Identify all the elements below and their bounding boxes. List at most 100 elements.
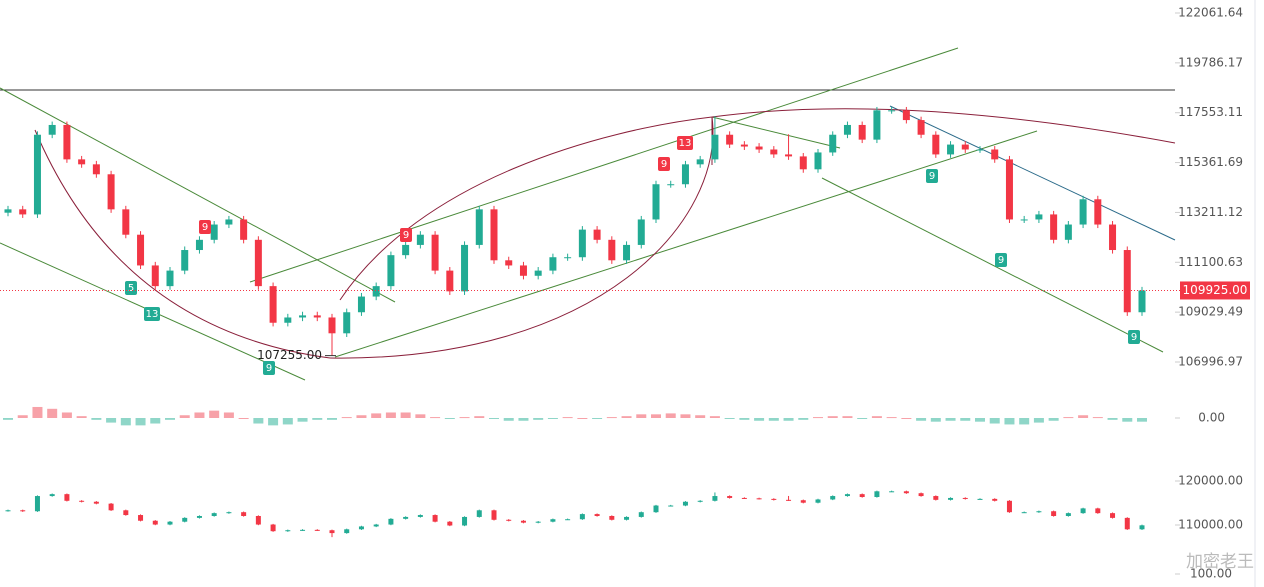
- macd-bar: [842, 416, 853, 418]
- candle-body: [372, 286, 380, 297]
- td-badge: [926, 169, 938, 183]
- arc: [339, 116, 713, 301]
- candle-body: [182, 517, 188, 522]
- candle-body: [799, 156, 807, 170]
- candle-body: [578, 229, 586, 258]
- candle-body: [1109, 224, 1117, 251]
- candle-body: [64, 494, 70, 501]
- candle-body: [918, 493, 924, 497]
- candle-body: [195, 239, 203, 251]
- y-tick-label: 119786.17: [1178, 55, 1243, 69]
- candle-body: [402, 244, 410, 256]
- candle-body: [314, 529, 320, 531]
- macd-bar: [975, 418, 985, 422]
- candle-body: [564, 257, 572, 259]
- candle-body: [859, 494, 865, 497]
- candle-body: [534, 270, 542, 276]
- candle-body: [948, 497, 954, 500]
- candle-body: [1123, 250, 1131, 313]
- candle-body: [740, 144, 748, 147]
- candle-body: [933, 496, 939, 500]
- macd-bar: [754, 418, 765, 421]
- td-badge: [199, 220, 211, 234]
- candle-body: [1079, 199, 1087, 225]
- macd-bar: [209, 410, 220, 418]
- candle-body: [961, 144, 969, 150]
- macd-bar: [312, 418, 323, 420]
- candle-body: [917, 120, 925, 135]
- candle-body: [1036, 511, 1042, 513]
- td-badge: [1128, 330, 1140, 344]
- td-badge: [263, 361, 275, 375]
- candle-body: [357, 296, 365, 313]
- macd-bar: [47, 408, 58, 418]
- y-tick-label: 122061.64: [1178, 5, 1243, 19]
- macd-bar: [1019, 418, 1030, 425]
- candle-body: [550, 519, 556, 522]
- macd-bar: [960, 418, 971, 421]
- trend-line: [711, 116, 841, 149]
- candle-body: [771, 498, 777, 500]
- macd-bar: [444, 418, 455, 419]
- macd-bar: [268, 418, 279, 426]
- candle-body: [829, 134, 837, 153]
- macd-bar: [356, 415, 367, 418]
- candle-body: [653, 505, 659, 513]
- candle-body: [462, 516, 468, 526]
- candle-body: [461, 244, 469, 292]
- macd-bar: [827, 416, 838, 418]
- candle-body: [387, 255, 395, 287]
- candle-body: [992, 498, 998, 501]
- candle-body: [33, 134, 41, 215]
- candle-body: [726, 134, 734, 145]
- candle-body: [844, 494, 850, 497]
- macd-bar: [724, 418, 735, 419]
- macd-bar: [562, 417, 573, 419]
- td-label: 9: [998, 255, 1004, 266]
- macd-bar: [32, 406, 43, 418]
- macd-bar: [459, 417, 470, 419]
- candle-body: [756, 498, 762, 500]
- candle-body: [1139, 525, 1145, 530]
- candle-body: [270, 524, 276, 532]
- macd-bar: [76, 416, 87, 418]
- y-tick-label: 106996.97: [1178, 354, 1243, 368]
- candle-body: [255, 515, 261, 525]
- macd-bar: [385, 412, 396, 418]
- candle-body: [1005, 159, 1013, 220]
- macd-bar: [1004, 418, 1015, 425]
- candle-body: [446, 270, 454, 292]
- macd-bar: [1137, 418, 1147, 422]
- candle-body: [815, 499, 821, 503]
- candle-body: [137, 234, 145, 266]
- candle-body: [373, 524, 379, 527]
- macd-bar: [930, 418, 941, 422]
- candle-body: [696, 159, 704, 165]
- candle-body: [786, 499, 792, 501]
- candle-body: [122, 209, 130, 235]
- candle-body: [1124, 517, 1130, 530]
- macd-bar: [533, 418, 544, 420]
- macd-bar: [871, 416, 882, 418]
- candle-body: [976, 149, 984, 151]
- td-label: 9: [403, 230, 409, 241]
- candle-body: [240, 219, 248, 240]
- macd-bar: [592, 418, 603, 419]
- macd-bar: [165, 418, 175, 420]
- candle-body: [152, 520, 158, 525]
- candle-body: [1035, 214, 1043, 220]
- macd-bar: [3, 418, 13, 420]
- candle-body: [475, 209, 483, 245]
- candle-body: [711, 134, 719, 160]
- candle-body: [1021, 512, 1027, 514]
- candle-body: [388, 518, 394, 525]
- macd-bar: [886, 417, 897, 419]
- candle-body: [447, 521, 453, 526]
- candle-body: [608, 239, 616, 261]
- td-label: 13: [146, 309, 159, 320]
- candle-body: [181, 250, 189, 271]
- macd-bar: [989, 418, 1000, 424]
- candle-body: [108, 503, 114, 511]
- candle-body: [903, 491, 909, 494]
